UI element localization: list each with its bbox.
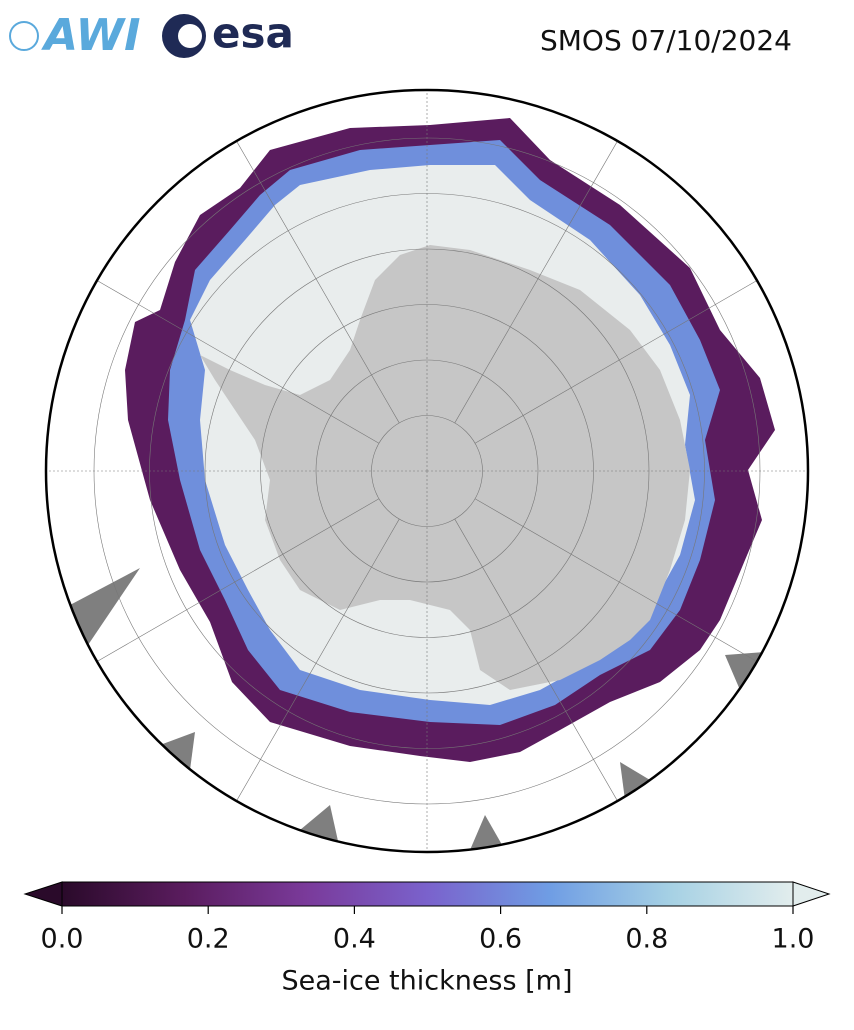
meridian [96, 498, 380, 662]
meridian [236, 140, 400, 424]
meridian [474, 280, 758, 444]
map-border [44, 88, 810, 854]
map [46, 90, 808, 852]
colorbar-label: Sea-ice thickness [m] [281, 966, 572, 997]
latitude-circle [315, 359, 539, 583]
esa-logo: esa [162, 9, 294, 58]
meridian [96, 280, 380, 444]
latitude-circle [260, 304, 594, 638]
colorbar-tick-label: 0.4 [333, 924, 376, 955]
colorbar-extend-min [23, 881, 63, 907]
colorbar-tick-label: 0.2 [187, 924, 230, 955]
awi-logo: AWI [9, 10, 141, 61]
graticule [46, 90, 808, 852]
meridian [454, 518, 618, 802]
awi-text: AWI [41, 10, 141, 61]
colorbar-tick-label: 0.6 [479, 924, 522, 955]
colorbar-extend-max [792, 881, 831, 907]
latitude-circle [371, 415, 483, 527]
colorbar-bar [61, 881, 794, 907]
colorbar-tick-label: 0.8 [625, 924, 668, 955]
meridian [236, 518, 400, 802]
meridian [454, 140, 618, 424]
colorbar-tick-label: 0.0 [41, 924, 84, 955]
antarctica [200, 245, 690, 690]
colorbar-tick-label: 1.0 [772, 924, 815, 955]
esa-text: esa [212, 9, 294, 58]
title: SMOS 07/10/2024 [540, 24, 792, 57]
colorbar [23, 881, 831, 914]
meridian [474, 498, 758, 662]
